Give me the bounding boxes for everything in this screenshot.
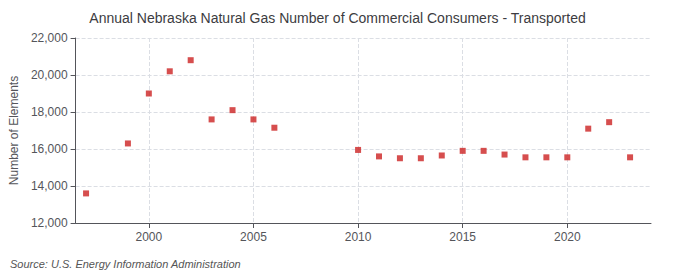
- svg-text:Number of Elements: Number of Elements: [7, 76, 21, 185]
- svg-text:14,000: 14,000: [31, 179, 68, 193]
- svg-text:2000: 2000: [135, 230, 162, 244]
- svg-text:2005: 2005: [240, 230, 267, 244]
- svg-text:2020: 2020: [554, 230, 581, 244]
- svg-text:2010: 2010: [345, 230, 372, 244]
- svg-text:2015: 2015: [449, 230, 476, 244]
- svg-text:20,000: 20,000: [31, 68, 68, 82]
- svg-text:16,000: 16,000: [31, 142, 68, 156]
- svg-text:22,000: 22,000: [31, 31, 68, 45]
- svg-text:Annual Nebraska Natural Gas Nu: Annual Nebraska Natural Gas Number of Co…: [89, 10, 585, 26]
- svg-text:Source: U.S. Energy Informatio: Source: U.S. Energy Information Administ…: [10, 258, 241, 270]
- svg-text:18,000: 18,000: [31, 105, 68, 119]
- svg-text:12,000: 12,000: [31, 216, 68, 230]
